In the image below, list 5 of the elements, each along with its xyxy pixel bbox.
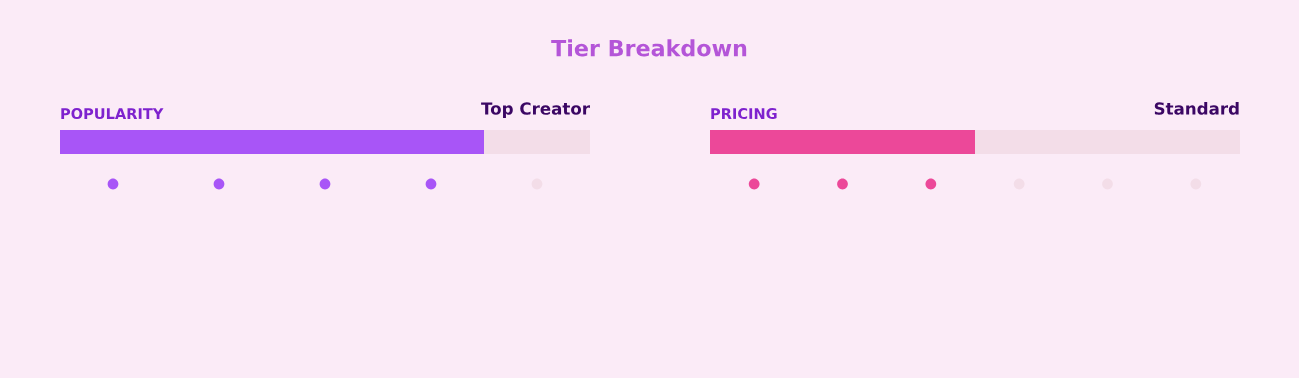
text: Tier Breakdown [551, 39, 747, 57]
chart-title: POPULARITY [61, 108, 164, 120]
chart-title: PRICING [711, 108, 777, 120]
text: Standard [1154, 101, 1239, 115]
text: Top Creator [481, 102, 590, 119]
